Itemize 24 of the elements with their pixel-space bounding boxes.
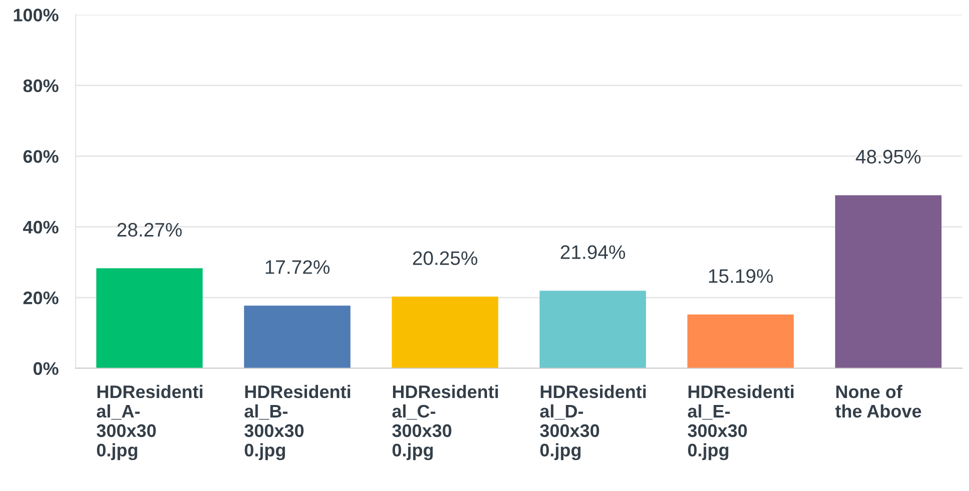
data-label: 21.94% xyxy=(560,245,626,260)
y-tick-label: 40% xyxy=(23,220,58,234)
data-label: 20.25% xyxy=(413,251,478,266)
x-tick-label: HDResidenti al_A- 300x30 0.jpg xyxy=(96,384,202,460)
data-label: 15.19% xyxy=(709,269,773,283)
y-tick-label: 60% xyxy=(23,150,58,163)
bar xyxy=(540,290,646,368)
y-tick-label: 80% xyxy=(23,79,58,92)
data-label: 17.72% xyxy=(266,260,330,274)
y-tick-label: 100% xyxy=(14,8,58,22)
y-tick-label: 0% xyxy=(34,362,58,375)
x-tick-label: HDResidenti al_B- 300x30 0.jpg xyxy=(244,384,350,460)
x-tick-label: HDResidenti al_C- 300x30 0.jpg xyxy=(392,384,498,460)
y-tick-label: 20% xyxy=(23,291,58,304)
x-tick-label: HDResidenti al_D- 300x30 0.jpg xyxy=(540,384,646,460)
bar xyxy=(835,195,942,368)
bar xyxy=(687,314,794,368)
x-tick-label: None of the Above xyxy=(835,384,922,418)
data-label: 48.95% xyxy=(856,150,921,164)
bar xyxy=(96,268,203,368)
x-tick-label: HDResidenti al_E- 300x30 0.jpg xyxy=(688,384,794,460)
bar xyxy=(244,306,350,368)
bar xyxy=(392,296,498,368)
data-label: 28.27% xyxy=(117,222,182,237)
